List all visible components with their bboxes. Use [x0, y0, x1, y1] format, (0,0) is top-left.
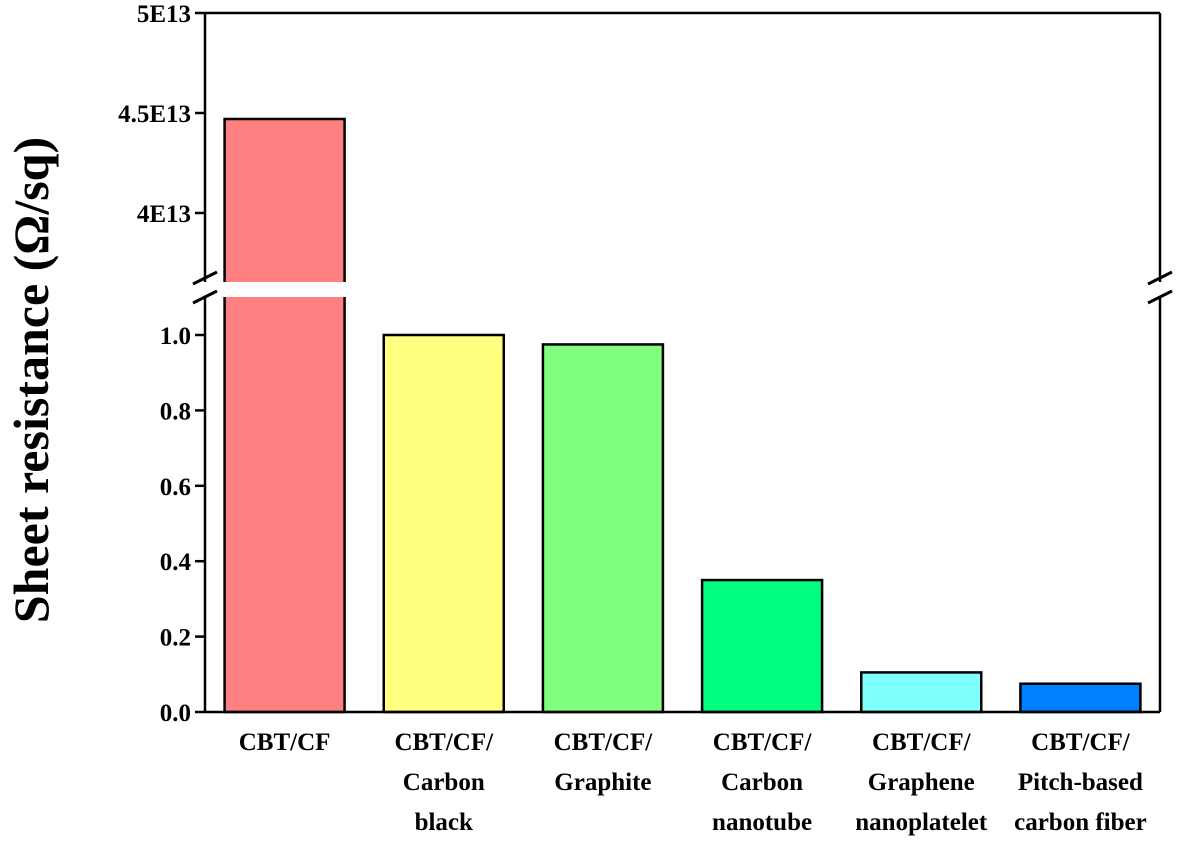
- bar: [860, 671, 983, 714]
- right-break-mark: [1147, 289, 1173, 305]
- x-tick-label: black: [415, 809, 473, 836]
- x-tick-label: CBT/CF/: [1031, 729, 1131, 756]
- x-tick-label: CBT/CF/: [554, 729, 654, 756]
- y-tick-label: 0.2: [160, 625, 191, 652]
- x-tick-label: CBT/CF/: [394, 729, 494, 756]
- y-axis-label: Sheet resistance (Ω/sq): [3, 137, 59, 623]
- bar-break-gap: [221, 282, 348, 297]
- x-tick-label: Carbon: [721, 769, 803, 796]
- y-tick-label: 0.8: [160, 398, 191, 425]
- x-tick-label: CBT/CF: [239, 729, 331, 756]
- bar: [541, 343, 665, 714]
- y-tick-label: 0.4: [160, 549, 192, 576]
- bar: [223, 117, 346, 714]
- x-tick-label: Carbon: [403, 769, 485, 796]
- y-tick-label: 4.5E13: [118, 101, 191, 128]
- y-tick-label: 5E13: [137, 1, 191, 28]
- x-tick-label: Graphene: [868, 769, 975, 796]
- y-tick-label: 0.6: [160, 474, 191, 501]
- x-tick-label: carbon fiber: [1014, 809, 1147, 836]
- bar: [1019, 682, 1142, 714]
- left-break-mark: [192, 289, 218, 305]
- plot-area: 0.0 0.2 0.4 0.6 0.8 1.0 4E13 4.5E13 5E13 CBT/CF CB…: [118, 1, 1173, 836]
- x-tick-label: Graphite: [554, 769, 651, 796]
- x-tick-label: Pitch-based: [1018, 769, 1143, 796]
- bar: [700, 578, 824, 714]
- x-tick-label: CBT/CF/: [872, 729, 972, 756]
- x-tick-label: CBT/CF/: [713, 729, 813, 756]
- x-tick-label: nanotube: [712, 809, 812, 836]
- left-break-mark: [192, 270, 218, 286]
- y-tick-label: 4E13: [137, 201, 191, 228]
- right-break-mark: [1147, 270, 1173, 286]
- bar: [382, 333, 505, 714]
- y-tick-label: 0.0: [160, 700, 191, 727]
- x-tick-label: nanoplatelet: [855, 809, 988, 836]
- y-tick-label: 1.0: [160, 323, 191, 350]
